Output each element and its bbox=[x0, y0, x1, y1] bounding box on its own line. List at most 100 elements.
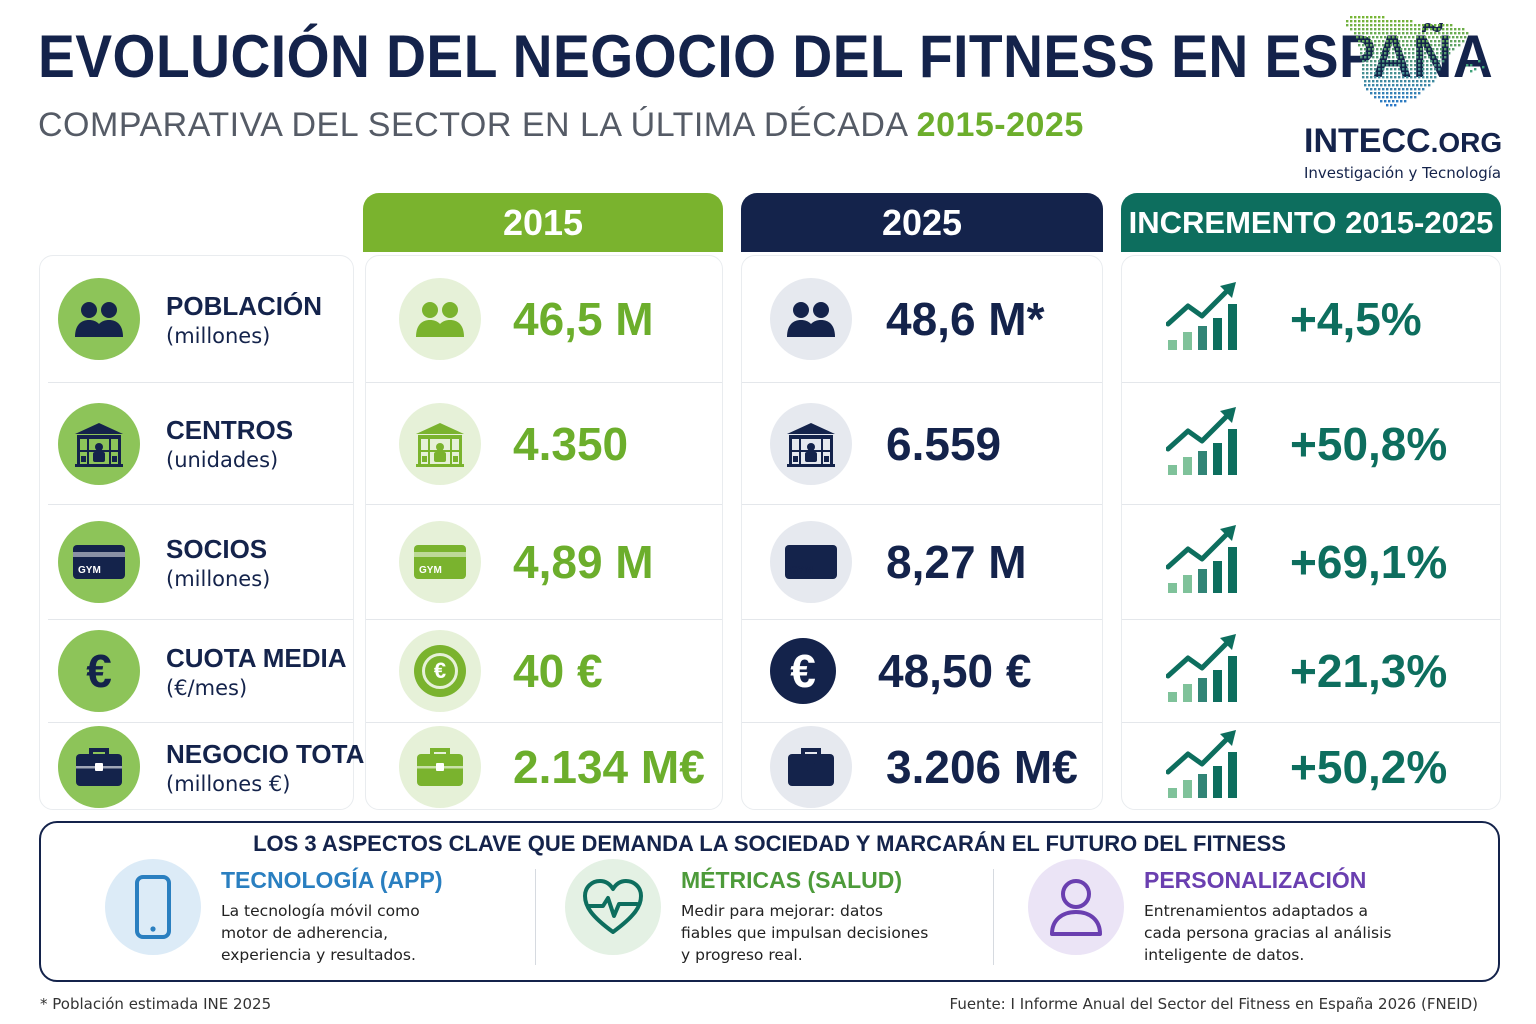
map-dot bbox=[1366, 28, 1369, 31]
increase-value: +69,1% bbox=[1290, 536, 1448, 588]
map-dot bbox=[1394, 88, 1397, 91]
map-dot bbox=[1464, 36, 1467, 39]
map-dot bbox=[1388, 100, 1391, 103]
map-dot bbox=[1412, 48, 1415, 51]
map-dot bbox=[1398, 64, 1401, 67]
map-dot bbox=[1402, 96, 1405, 99]
map-dot bbox=[1380, 80, 1383, 83]
map-dot bbox=[1408, 36, 1411, 39]
heart-pulse-icon bbox=[565, 859, 661, 955]
map-dot bbox=[1384, 36, 1387, 39]
map-dot bbox=[1454, 40, 1457, 43]
map-dot bbox=[1432, 48, 1435, 51]
map-dot bbox=[1372, 56, 1375, 59]
map-dot bbox=[1414, 92, 1417, 95]
map-dot bbox=[1390, 24, 1393, 27]
map-dot bbox=[1414, 72, 1417, 75]
map-dot bbox=[1374, 20, 1377, 23]
map-dot bbox=[1426, 32, 1429, 35]
map-dot bbox=[1450, 28, 1453, 31]
map-dot bbox=[1382, 76, 1385, 79]
map-dot bbox=[1364, 52, 1367, 55]
map-dot bbox=[1380, 84, 1383, 87]
map-dot bbox=[1402, 60, 1405, 63]
map-dot bbox=[1378, 96, 1381, 99]
map-dot bbox=[1418, 64, 1421, 67]
map-dot bbox=[1410, 24, 1413, 27]
map-dot bbox=[1398, 24, 1401, 27]
map-dot bbox=[1466, 32, 1469, 35]
map-dot bbox=[1382, 28, 1385, 31]
map-dot bbox=[1428, 56, 1431, 59]
svg-text:GYM: GYM bbox=[78, 565, 101, 576]
map-dot bbox=[1400, 56, 1403, 59]
map-dot bbox=[1398, 40, 1401, 43]
map-dot bbox=[1368, 36, 1371, 39]
map-dot bbox=[1360, 52, 1363, 55]
map-dot bbox=[1370, 92, 1373, 95]
map-dot bbox=[1368, 52, 1371, 55]
increase-value: +4,5% bbox=[1290, 293, 1422, 345]
map-dot bbox=[1414, 88, 1417, 91]
aspect-title: TECNOLOGÍA (APP) bbox=[221, 867, 443, 893]
gym-building-icon bbox=[58, 402, 140, 485]
map-dot bbox=[1436, 52, 1439, 55]
map-dot bbox=[1398, 96, 1401, 99]
map-dot bbox=[1386, 24, 1389, 27]
map-dot bbox=[1390, 72, 1393, 75]
trend-up-icon bbox=[1165, 634, 1240, 708]
logo-tagline: Investigación y Tecnología bbox=[1304, 164, 1502, 182]
map-dot bbox=[1362, 20, 1365, 23]
increase-row: +21,3% bbox=[1122, 620, 1500, 723]
people-icon bbox=[399, 278, 481, 360]
map-dot bbox=[1422, 64, 1425, 67]
trend-up-icon bbox=[1165, 282, 1240, 356]
map-dot bbox=[1364, 80, 1367, 83]
map-dot bbox=[1456, 36, 1459, 39]
map-dot bbox=[1410, 20, 1413, 23]
map-dot bbox=[1356, 36, 1359, 39]
map-dot bbox=[1374, 64, 1377, 67]
map-dot bbox=[1422, 24, 1425, 27]
map-dot bbox=[1424, 56, 1427, 59]
map-dot bbox=[1418, 76, 1421, 79]
map-dot bbox=[1440, 52, 1443, 55]
map-dot bbox=[1392, 48, 1395, 51]
map-dot bbox=[1412, 52, 1415, 55]
map-dot bbox=[1386, 104, 1389, 107]
map-dot bbox=[1446, 32, 1449, 35]
map-dot bbox=[1398, 88, 1401, 91]
map-dot bbox=[1382, 64, 1385, 67]
map-dot bbox=[1384, 84, 1387, 87]
aspect-technology: TECNOLOGÍA (APP) La tecnología móvil com… bbox=[105, 859, 471, 969]
map-dot bbox=[1438, 32, 1441, 35]
map-dot bbox=[1424, 48, 1427, 51]
map-dot bbox=[1404, 80, 1407, 83]
map-dot bbox=[1434, 44, 1437, 47]
map-dot bbox=[1406, 68, 1409, 71]
map-dot bbox=[1366, 20, 1369, 23]
map-dot bbox=[1412, 36, 1415, 39]
map-dot bbox=[1402, 32, 1405, 35]
map-dot bbox=[1430, 60, 1433, 63]
map-dot bbox=[1452, 48, 1455, 51]
map-dot bbox=[1366, 44, 1369, 47]
map-dot bbox=[1358, 44, 1361, 47]
map-dot bbox=[1418, 68, 1421, 71]
map-dot bbox=[1448, 52, 1451, 55]
map-dot bbox=[1374, 40, 1377, 43]
map-dot bbox=[1372, 80, 1375, 83]
value-2025: 48,6 M* bbox=[886, 293, 1045, 345]
map-dot bbox=[1390, 32, 1393, 35]
map-dot bbox=[1422, 32, 1425, 35]
map-dot bbox=[1396, 48, 1399, 51]
map-dot bbox=[1382, 16, 1385, 19]
map-dot bbox=[1362, 60, 1365, 63]
map-dot bbox=[1420, 52, 1423, 55]
aspect-description: Medir para mejorar: datos fiables que im… bbox=[681, 902, 929, 964]
map-dot bbox=[1378, 44, 1381, 47]
map-dot bbox=[1378, 72, 1381, 75]
map-dot bbox=[1402, 28, 1405, 31]
value-row-2025: 48,6 M* bbox=[742, 256, 1102, 383]
map-dot bbox=[1402, 24, 1405, 27]
